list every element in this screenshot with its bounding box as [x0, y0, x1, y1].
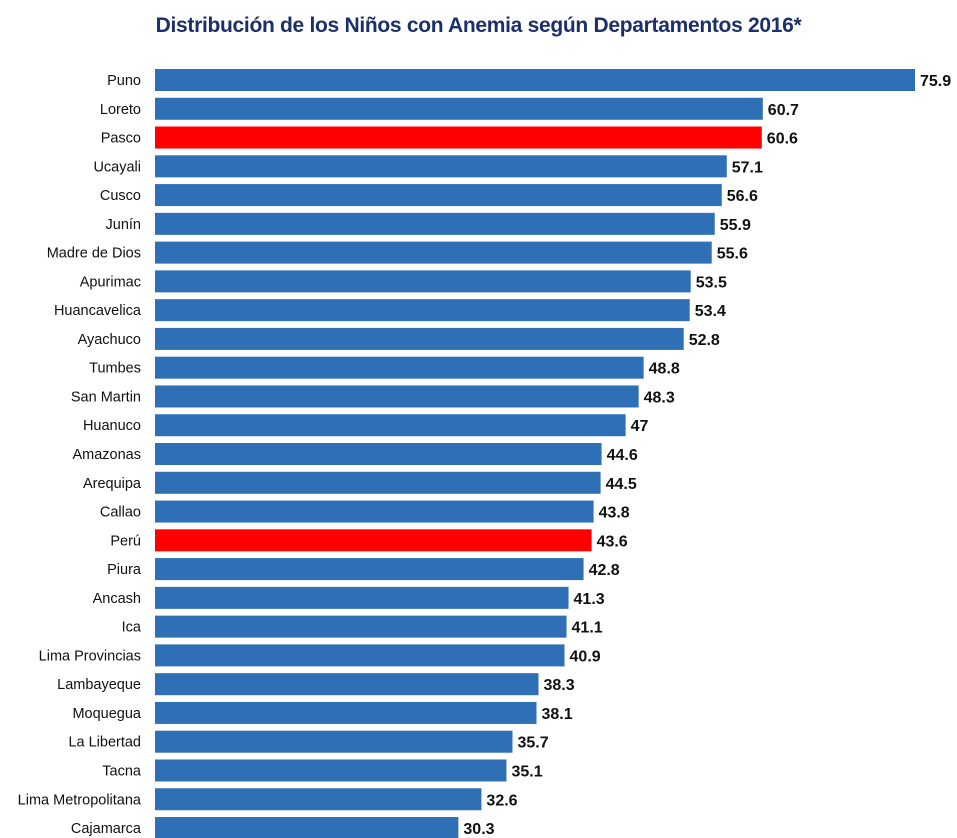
value-label-san-martin: 48.3	[644, 389, 675, 406]
category-label-ayachuco: Ayachuco	[78, 332, 141, 348]
bar-loreto	[155, 97, 763, 120]
value-label-piura: 42.8	[589, 562, 620, 579]
category-label-huancavelica: Huancavelica	[54, 303, 142, 319]
value-label-huancavelica: 53.4	[695, 303, 726, 320]
value-label-callao: 43.8	[599, 505, 630, 522]
bar-lima-provincias	[155, 644, 565, 667]
bar-piura	[155, 558, 584, 581]
bar-tacna	[155, 759, 507, 782]
bar-huanuco	[155, 414, 626, 437]
value-label-tumbes: 48.8	[649, 361, 680, 378]
value-label-ayachuco: 52.8	[689, 332, 720, 349]
category-label-pasco: Pasco	[101, 131, 141, 147]
value-label-ica: 41.1	[572, 620, 603, 637]
bar-callao	[155, 500, 594, 523]
bar-peru	[155, 529, 592, 552]
category-label-san-martin: San Martin	[71, 389, 141, 405]
value-label-junin: 55.9	[720, 217, 751, 234]
value-label-apurimac: 53.5	[696, 274, 727, 291]
bar-madre-de-dios	[155, 241, 712, 264]
category-label-apurimac: Apurimac	[80, 274, 141, 290]
category-label-lambayeque: Lambayeque	[57, 677, 141, 693]
value-label-arequipa: 44.5	[606, 476, 637, 493]
category-label-ica: Ica	[122, 620, 142, 636]
category-label-ucayali: Ucayali	[93, 159, 141, 175]
bar-apurimac	[155, 270, 691, 293]
bar-ucayali	[155, 155, 727, 178]
category-label-piura: Piura	[107, 562, 142, 578]
category-label-huanuco: Huanuco	[83, 418, 141, 434]
bar-moquegua	[155, 701, 537, 724]
bar-puno	[155, 69, 915, 91]
value-label-lima-provincias: 40.9	[570, 648, 601, 665]
category-label-loreto: Loreto	[100, 102, 141, 118]
category-label-cajamarca: Cajamarca	[71, 821, 142, 837]
bar-cajamarca	[155, 817, 459, 838]
category-label-amazonas: Amazonas	[72, 447, 141, 463]
value-label-lima-metropolitana: 32.6	[486, 792, 517, 809]
bar-lima-metropolitana	[155, 788, 482, 811]
category-label-lima-metropolitana: Lima Metropolitana	[18, 792, 142, 808]
category-label-peru: Perú	[110, 533, 141, 549]
value-label-la-libertad: 35.7	[517, 735, 548, 752]
chart-title: Distribución de los Niños con Anemia seg…	[155, 14, 802, 37]
value-label-ancash: 41.3	[574, 591, 605, 608]
bar-ancash	[155, 586, 569, 609]
bar-junin	[155, 212, 715, 235]
category-label-tacna: Tacna	[102, 763, 142, 779]
value-label-cajamarca: 30.3	[463, 821, 494, 838]
value-label-madre-de-dios: 55.6	[717, 246, 748, 263]
category-label-moquegua: Moquegua	[72, 706, 141, 722]
value-label-lambayeque: 38.3	[544, 677, 575, 694]
bar-pasco	[155, 126, 762, 149]
bar-lambayeque	[155, 673, 539, 696]
value-label-ucayali: 57.1	[732, 159, 763, 176]
category-label-ancash: Ancash	[93, 591, 141, 607]
category-label-madre-de-dios: Madre de Dios	[47, 246, 141, 262]
bar-arequipa	[155, 471, 601, 494]
bar-ayachuco	[155, 327, 684, 350]
category-label-callao: Callao	[100, 505, 141, 521]
category-label-junin: Junín	[106, 217, 141, 233]
bar-san-martin	[155, 385, 639, 408]
value-label-loreto: 60.7	[768, 102, 799, 119]
value-label-moquegua: 38.1	[542, 706, 573, 723]
bar-la-libertad	[155, 730, 513, 753]
category-label-la-libertad: La Libertad	[68, 735, 141, 751]
bar-ica	[155, 615, 567, 638]
value-label-puno: 75.9	[920, 73, 951, 90]
bar-huancavelica	[155, 299, 690, 322]
category-label-arequipa: Arequipa	[83, 476, 142, 492]
value-label-huanuco: 47	[631, 418, 649, 435]
value-label-cusco: 56.6	[727, 188, 758, 205]
value-label-peru: 43.6	[597, 533, 628, 550]
category-label-lima-provincias: Lima Provincias	[39, 648, 141, 664]
bar-tumbes	[155, 356, 644, 379]
value-label-amazonas: 44.6	[607, 447, 638, 464]
bar-cusco	[155, 184, 722, 207]
value-label-tacna: 35.1	[511, 763, 542, 780]
category-label-tumbes: Tumbes	[89, 361, 141, 377]
value-label-pasco: 60.6	[767, 131, 798, 148]
bar-amazonas	[155, 443, 602, 466]
category-label-puno: Puno	[107, 73, 141, 89]
category-label-cusco: Cusco	[100, 188, 141, 204]
